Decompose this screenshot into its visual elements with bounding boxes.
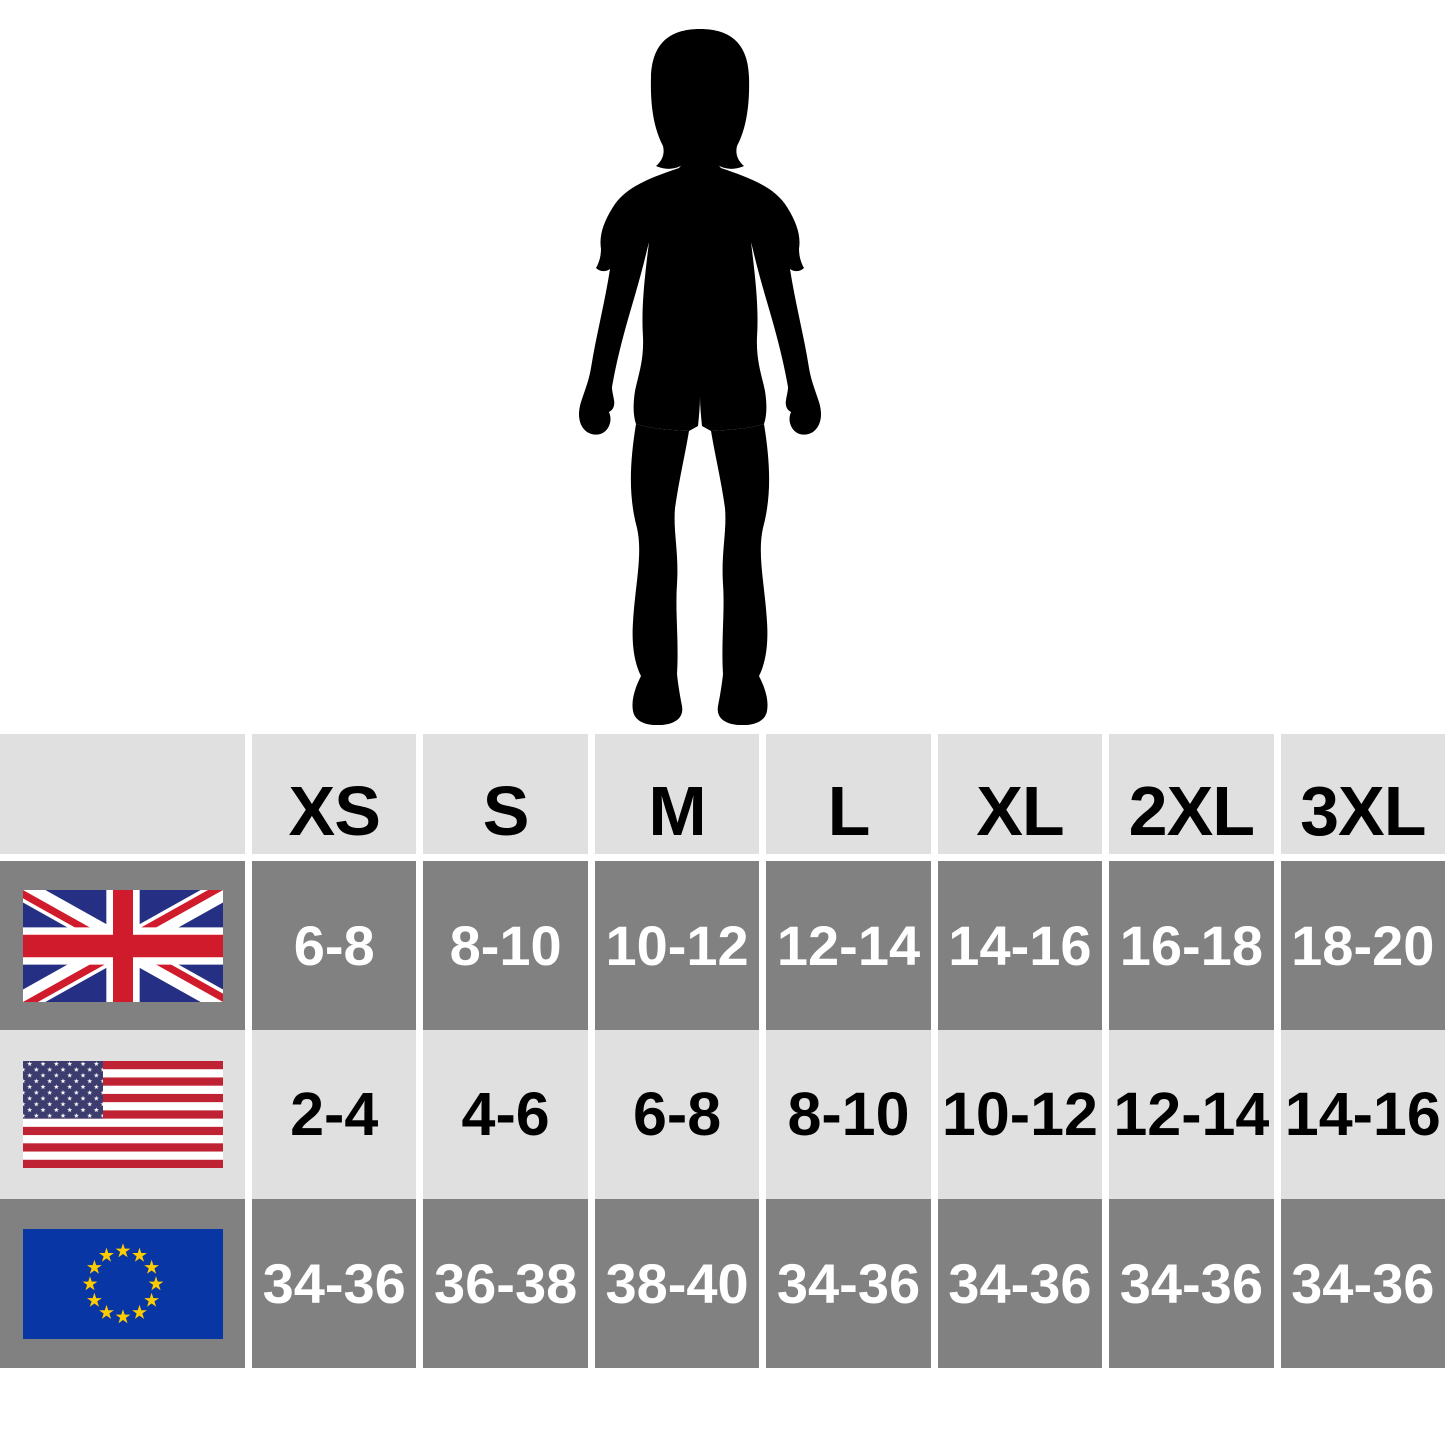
us-flag-cell [0,1030,245,1199]
us-size-xl: 10-12 [937,1030,1103,1199]
us-size-m: 6-8 [594,1030,760,1199]
us-size-l: 8-10 [766,1030,931,1199]
us-size-3xl: 14-16 [1280,1030,1445,1199]
eu-size-xl: 34-36 [937,1199,1103,1368]
header-cell-s: S [423,734,588,854]
header-cell-2xl: 2XL [1109,734,1274,854]
header-cell-l: L [766,734,931,854]
eu-flag-icon [22,1228,223,1339]
header-cell-xs: XS [252,734,417,854]
eu-size-3xl: 34-36 [1280,1199,1445,1368]
us-size-s: 4-6 [423,1030,588,1199]
eu-size-s: 36-38 [423,1199,588,1368]
uk-size-2xl: 16-18 [1109,861,1274,1030]
us-size-2xl: 12-14 [1109,1030,1274,1199]
header-cell-3xl: 3XL [1280,734,1445,854]
header-cell-m: M [594,734,760,854]
eu-size-l: 34-36 [766,1199,931,1368]
header-cell-xl: XL [937,734,1103,854]
size-conversion-table: XS S M L XL 2XL 3XL 6-8 8-10 10-12 12-14… [0,734,1445,1368]
woman-silhouette-icon [579,29,821,725]
uk-size-xs: 6-8 [252,861,417,1030]
uk-size-xl: 14-16 [937,861,1103,1030]
eu-size-m: 38-40 [594,1199,760,1368]
eu-size-xs: 34-36 [252,1199,417,1368]
uk-size-l: 12-14 [766,861,931,1030]
us-size-xs: 2-4 [252,1030,417,1199]
eu-size-2xl: 34-36 [1109,1199,1274,1368]
uk-size-m: 10-12 [594,861,760,1030]
uk-flag-cell [0,861,245,1030]
uk-flag-icon [22,889,223,1002]
eu-flag-cell [0,1199,245,1368]
us-flag-icon [22,1061,223,1168]
uk-size-3xl: 18-20 [1280,861,1445,1030]
header-corner-cell [0,734,245,854]
uk-size-s: 8-10 [423,861,588,1030]
